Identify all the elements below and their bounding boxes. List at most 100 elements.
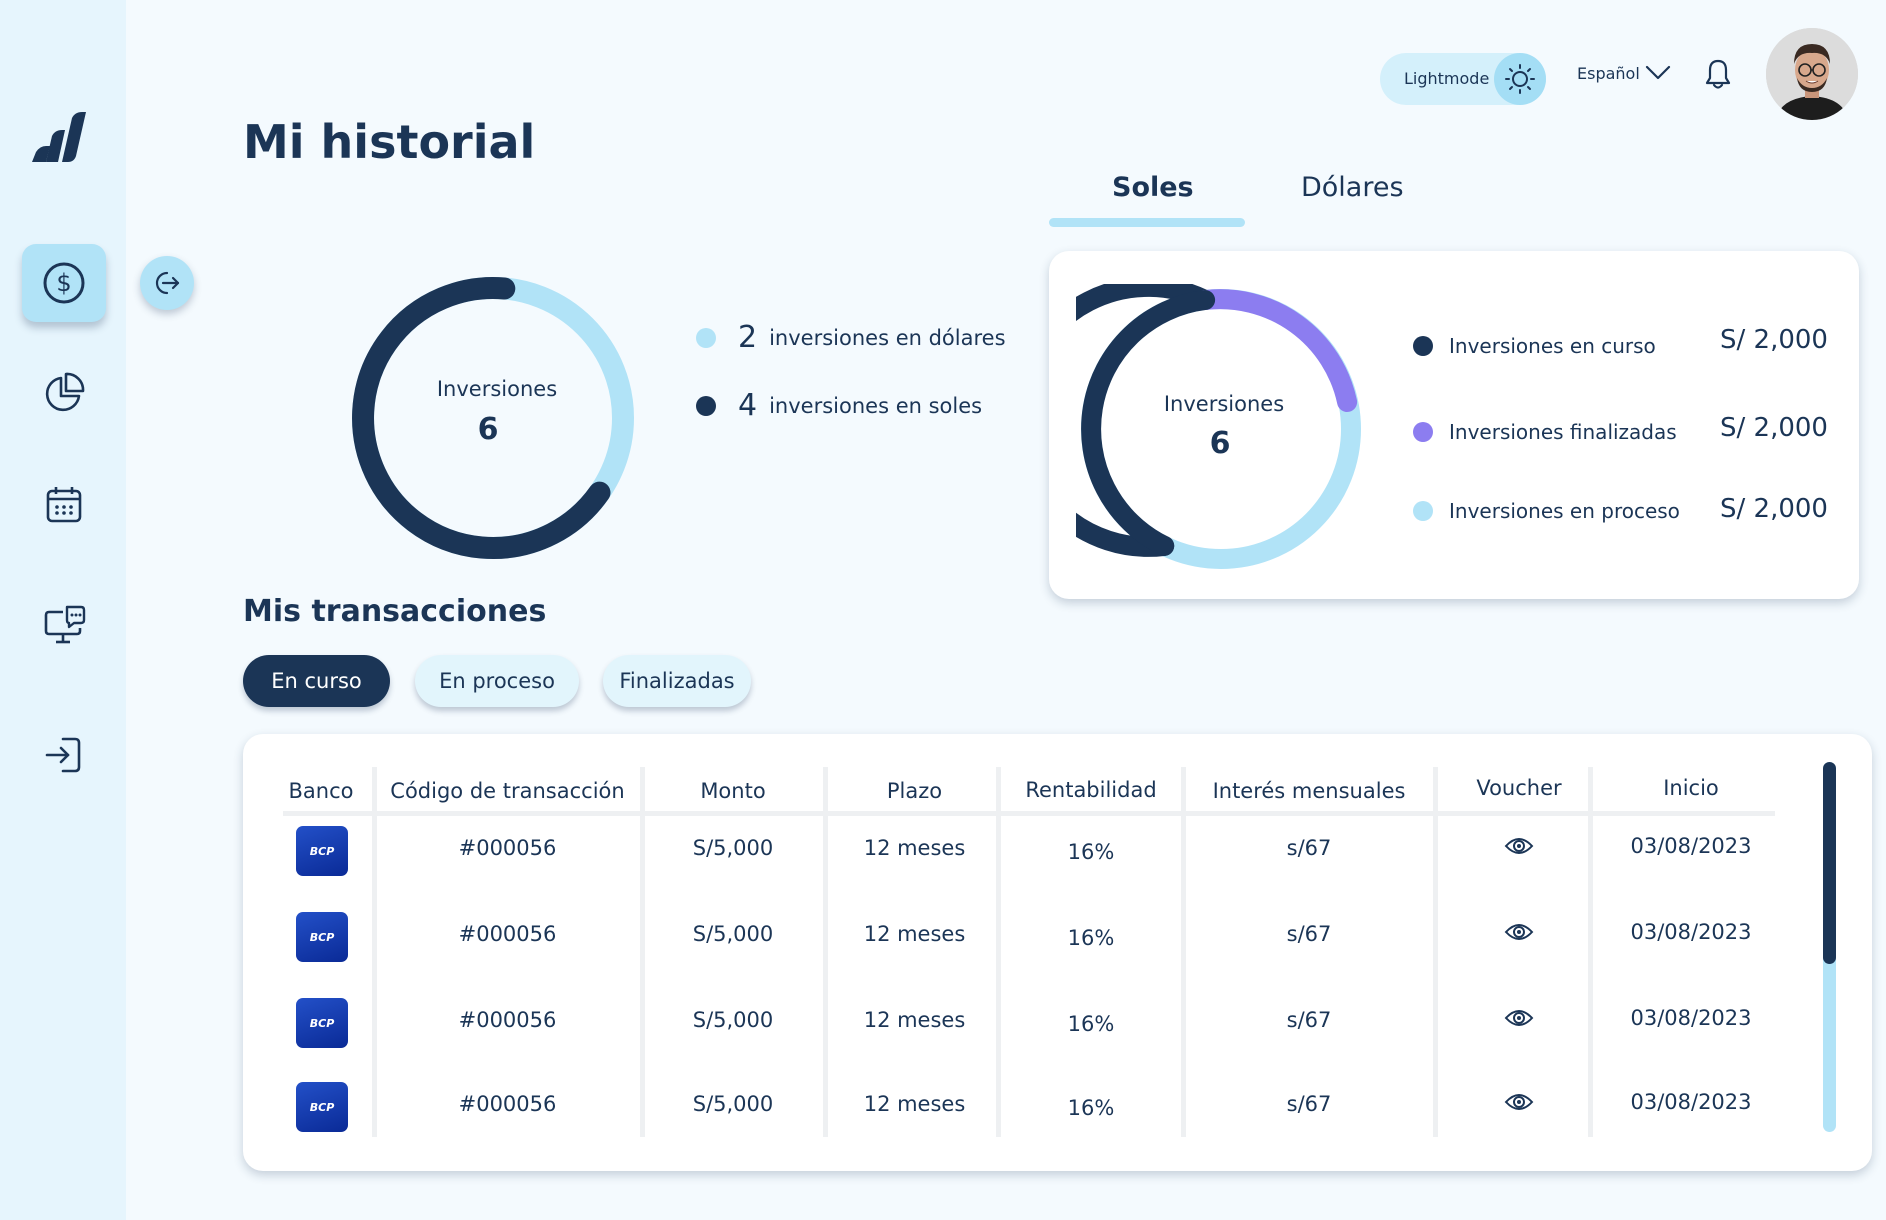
eye-icon[interactable]	[1504, 834, 1534, 858]
column-divider	[372, 767, 377, 1137]
legend-text: inversiones en dólares	[769, 325, 1006, 350]
avatar[interactable]	[1766, 28, 1858, 120]
column-header-voucher[interactable]: Voucher	[1476, 776, 1562, 800]
cell-code: #000056	[458, 836, 557, 860]
language-selector[interactable]: Español	[1577, 64, 1640, 83]
cell-interest: s/67	[1286, 836, 1332, 860]
legend-text: Inversiones en curso	[1449, 334, 1656, 358]
eye-icon[interactable]	[1504, 1090, 1534, 1114]
bank-logo: BCP	[296, 826, 348, 876]
filter-en-curso[interactable]: En curso	[243, 655, 390, 707]
column-divider	[996, 767, 1001, 1137]
column-header-codigo[interactable]: Código de transacción	[390, 779, 625, 803]
pie-chart-icon	[45, 372, 85, 412]
cell-amount: S/5,000	[692, 1008, 774, 1032]
theme-toggle[interactable]: Lightmode	[1380, 53, 1546, 105]
header-divider	[283, 811, 1775, 816]
donut-left-label: Inversiones	[436, 377, 558, 401]
column-divider	[1433, 767, 1438, 1137]
cell-interest: s/67	[1286, 922, 1332, 946]
theme-toggle-label: Lightmode	[1404, 69, 1490, 88]
cell-term: 12 meses	[863, 1008, 966, 1032]
investments-donut-left	[352, 277, 634, 559]
legend-finalizadas: Inversiones finalizadas	[1413, 420, 1677, 444]
legend-dot-dark	[696, 395, 716, 416]
legend-dot-dark	[1413, 336, 1433, 356]
column-header-monto[interactable]: Monto	[700, 779, 766, 803]
cell-start: 03/08/2023	[1630, 1006, 1752, 1030]
sidebar-item-dollar[interactable]: $	[22, 244, 106, 322]
eye-icon[interactable]	[1504, 1006, 1534, 1030]
legend-value: S/ 2,000	[1720, 325, 1828, 355]
sun-icon	[1494, 53, 1546, 105]
bell-icon[interactable]	[1703, 58, 1733, 90]
sidebar-item-login[interactable]	[22, 716, 106, 794]
column-divider	[823, 767, 828, 1137]
sidebar-collapse-button[interactable]	[140, 256, 194, 310]
legend-en-curso: Inversiones en curso	[1413, 334, 1656, 358]
legend-value: S/ 2,000	[1720, 413, 1828, 443]
cell-interest: s/67	[1286, 1008, 1332, 1032]
investments-donut-right	[1076, 284, 1361, 569]
legend-count: 4	[738, 388, 758, 423]
sidebar-item-pie-chart[interactable]	[22, 354, 106, 432]
eye-icon[interactable]	[1504, 920, 1534, 944]
sidebar: $	[0, 0, 126, 1220]
cell-term: 12 meses	[863, 922, 966, 946]
chevron-down-icon[interactable]	[1645, 63, 1671, 81]
soles-arc	[352, 277, 611, 559]
sidebar-item-calendar[interactable]	[22, 466, 106, 544]
cell-rate: 16%	[1067, 1012, 1115, 1036]
cell-code: #000056	[458, 922, 557, 946]
column-header-plazo[interactable]: Plazo	[886, 779, 943, 803]
bank-logo: BCP	[296, 998, 348, 1048]
sidebar-item-monitor-chat[interactable]	[22, 586, 106, 664]
legend-text: Inversiones finalizadas	[1449, 420, 1677, 444]
section-title: Mis transacciones	[243, 594, 547, 629]
exit-arrow-icon	[155, 271, 180, 295]
column-header-rentabilidad[interactable]: Rentabilidad	[1025, 778, 1157, 802]
logo-bars-icon[interactable]	[32, 110, 88, 162]
filter-finalizadas[interactable]: Finalizadas	[603, 655, 751, 707]
legend-text: inversiones en soles	[769, 393, 983, 418]
tab-dolares[interactable]: Dólares	[1301, 172, 1404, 203]
column-header-interes[interactable]: Interés mensuales	[1212, 779, 1406, 803]
page-title: Mi historial	[243, 115, 536, 169]
legend-dot-light	[696, 327, 716, 348]
tab-soles[interactable]: Soles	[1112, 172, 1194, 203]
cell-code: #000056	[458, 1008, 557, 1032]
legend-value: S/ 2,000	[1720, 494, 1828, 524]
monitor-chat-icon	[44, 605, 86, 644]
active-tab-indicator	[1049, 218, 1245, 227]
curso-arc	[1076, 284, 1216, 557]
bank-logo: BCP	[296, 912, 348, 962]
filter-en-proceso[interactable]: En proceso	[415, 655, 579, 707]
legend-dolares: 2 inversiones en dólares	[696, 320, 1006, 355]
cell-start: 03/08/2023	[1630, 1090, 1752, 1114]
column-divider	[640, 767, 645, 1137]
dollar-icon: $	[43, 262, 85, 304]
cell-amount: S/5,000	[692, 1092, 774, 1116]
calendar-icon	[46, 487, 82, 523]
column-divider	[1588, 767, 1593, 1137]
legend-text: Inversiones en proceso	[1449, 499, 1680, 523]
legend-en-proceso: Inversiones en proceso	[1413, 499, 1680, 523]
bank-logo: BCP	[296, 1082, 348, 1132]
legend-dot-purple	[1413, 422, 1433, 442]
finalizadas-arc	[1195, 289, 1358, 412]
legend-dot-light	[1413, 501, 1433, 521]
table-scrollbar-thumb[interactable]	[1823, 762, 1836, 964]
donut-right-value: 6	[1209, 426, 1231, 461]
column-header-banco[interactable]: Banco	[288, 779, 354, 803]
cell-rate: 16%	[1067, 1096, 1115, 1120]
login-icon	[45, 737, 81, 773]
cell-start: 03/08/2023	[1630, 834, 1752, 858]
donut-left-value: 6	[477, 412, 499, 447]
column-divider	[1181, 767, 1186, 1137]
column-header-inicio[interactable]: Inicio	[1663, 776, 1719, 800]
transactions-table	[243, 734, 1872, 1171]
legend-count: 2	[738, 320, 758, 355]
cell-start: 03/08/2023	[1630, 920, 1752, 944]
donut-right-label: Inversiones	[1163, 392, 1285, 416]
cell-code: #000056	[458, 1092, 557, 1116]
